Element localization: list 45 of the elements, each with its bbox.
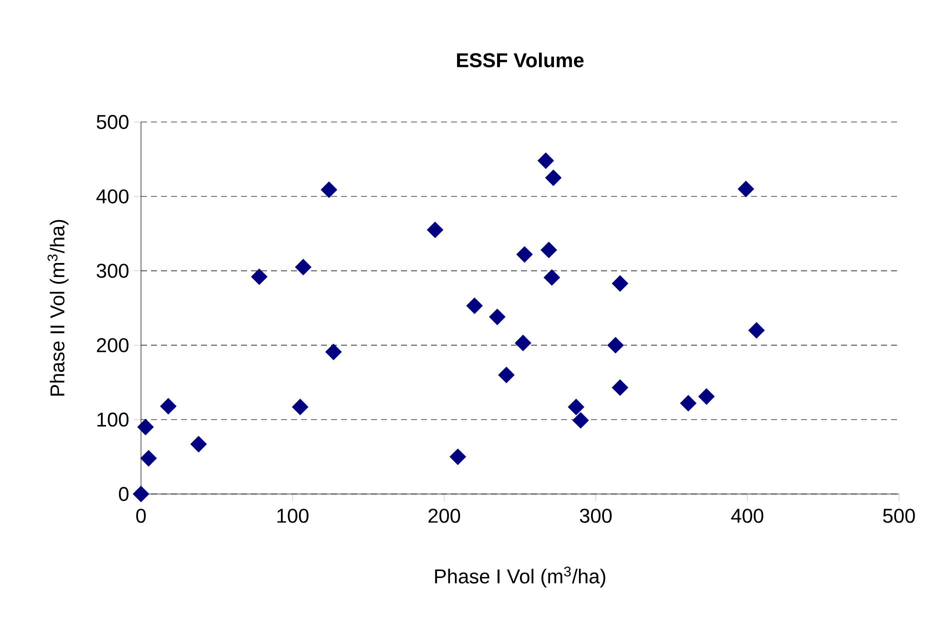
point	[498, 366, 515, 384]
point	[295, 258, 312, 276]
y-tick-label: 200	[96, 338, 128, 352]
y-tick-label: 0	[118, 486, 128, 502]
y-axis-title: Phase II Vol (m$^{3}$/ha)	[48, 220, 68, 396]
point	[545, 170, 562, 186]
point	[292, 398, 308, 416]
y-tick-label: 400	[96, 189, 128, 204]
y-tick-label: 500	[96, 114, 128, 130]
chart-title: ESSF Volume	[457, 52, 584, 68]
point	[612, 379, 628, 396]
point	[137, 418, 154, 436]
point	[466, 298, 483, 314]
point	[607, 337, 624, 354]
x-tick-label: 300	[580, 508, 612, 523]
point	[748, 322, 765, 339]
point	[140, 450, 157, 466]
point	[516, 246, 533, 263]
point	[680, 395, 696, 412]
point	[698, 388, 715, 405]
point	[325, 344, 342, 360]
point	[738, 180, 754, 198]
x-tick-label: 0	[136, 508, 146, 523]
point	[190, 436, 207, 452]
point	[450, 448, 466, 465]
point	[568, 398, 584, 416]
y-tick-label: 100	[97, 412, 128, 427]
point	[540, 242, 557, 258]
point	[514, 334, 532, 352]
point	[489, 308, 506, 326]
x-axis-title: Phase I Vol (m$^{3}$/ha)	[435, 566, 606, 588]
point	[544, 269, 560, 286]
point	[538, 152, 554, 169]
y-tick-label: 300	[96, 264, 128, 278]
x-tick-label: 100	[277, 508, 308, 523]
point	[251, 268, 268, 285]
point	[612, 275, 628, 292]
point	[160, 398, 176, 414]
point	[132, 486, 150, 502]
point	[572, 412, 589, 429]
point	[320, 182, 338, 198]
x-tick-label: 500	[883, 508, 915, 523]
x-tick-label: 400	[731, 508, 764, 523]
point	[426, 222, 444, 238]
x-tick-label: 200	[428, 508, 460, 523]
